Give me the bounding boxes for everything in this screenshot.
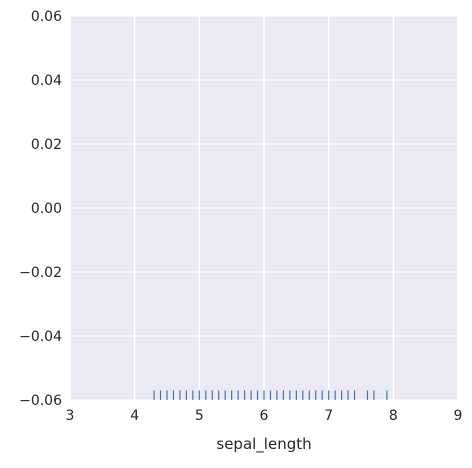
x-tick-label-4: 7	[324, 408, 333, 424]
y-tick-label-6: −0.06	[19, 393, 62, 409]
x-tick-label-5: 8	[389, 408, 398, 424]
x-tick-label-2: 5	[195, 408, 204, 424]
x-axis-ticks: 3 4 5 6 7 8 9	[66, 408, 463, 424]
y-tick-label-3: 0.00	[31, 201, 62, 217]
y-axis-ticks: 0.06 0.04 0.02 0.00 −0.02 −0.04 −0.06	[19, 9, 62, 409]
y-tick-label-1: 0.04	[31, 73, 62, 89]
y-tick-label-0: 0.06	[31, 9, 62, 25]
x-tick-label-0: 3	[66, 408, 75, 424]
rug-marks	[153, 390, 388, 400]
y-tick-label-4: −0.02	[19, 265, 62, 281]
x-tick-label-1: 4	[130, 408, 139, 424]
x-axis-label: sepal_length	[216, 435, 311, 454]
x-tick-label-6: 9	[454, 408, 463, 424]
x-tick-label-3: 6	[260, 408, 269, 424]
y-tick-label-2: 0.02	[31, 137, 62, 153]
y-tick-label-5: −0.04	[19, 329, 62, 345]
